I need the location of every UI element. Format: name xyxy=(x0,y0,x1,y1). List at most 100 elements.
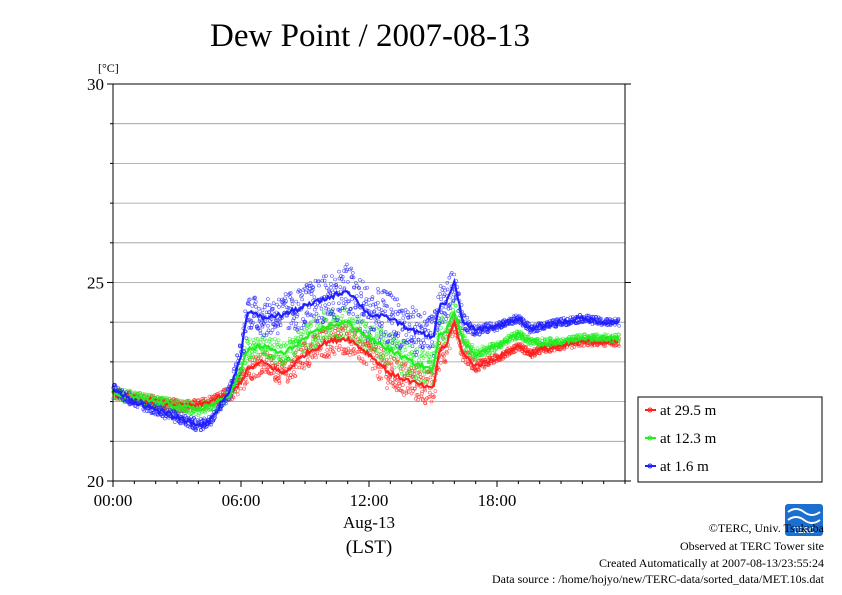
scatter-point xyxy=(312,314,316,319)
scatter-point xyxy=(346,311,351,316)
scatter-point xyxy=(421,338,425,343)
scatter-point xyxy=(446,314,450,318)
scatter-point xyxy=(253,295,257,300)
scatter-point xyxy=(275,302,279,307)
scatter-point xyxy=(399,380,404,385)
scatter-point xyxy=(443,334,448,339)
scatter-point xyxy=(362,329,367,334)
scatter-point xyxy=(323,303,328,308)
scatter-point xyxy=(578,343,582,348)
scatter-point xyxy=(287,336,292,341)
scatter-point xyxy=(236,392,240,397)
scatter-point xyxy=(355,320,360,324)
scatter-point xyxy=(302,366,306,371)
scatter-point xyxy=(272,322,276,326)
scatter-point xyxy=(401,383,405,387)
scatter-point xyxy=(359,294,364,299)
scatter-point xyxy=(391,314,395,318)
scatter-point xyxy=(160,414,165,419)
scatter-point xyxy=(383,289,387,294)
scatter-point xyxy=(307,327,311,332)
scatter-point xyxy=(407,369,412,374)
scatter-point xyxy=(414,376,419,381)
scatter-point xyxy=(259,368,264,372)
scatter-point xyxy=(297,365,302,370)
scatter-point xyxy=(338,309,343,313)
scatter-point xyxy=(395,360,399,364)
scatter-point xyxy=(396,340,401,345)
scatter-point xyxy=(331,312,336,317)
scatter-point xyxy=(113,383,118,388)
x-axis-ticks: 00:00 06:00 12:00 18:00 xyxy=(94,481,626,510)
scatter-point xyxy=(266,323,270,328)
scatter-point xyxy=(256,326,261,330)
scatter-point xyxy=(307,305,311,310)
scatter-point xyxy=(267,310,272,315)
scatter-point xyxy=(330,309,334,313)
scatter-point xyxy=(394,384,399,389)
scatter-point xyxy=(315,351,320,356)
scatter-point xyxy=(410,344,415,349)
scatter-point xyxy=(403,361,408,366)
scatter-point xyxy=(613,343,618,348)
scatter-point xyxy=(378,334,383,339)
scatter-point xyxy=(196,413,201,418)
scatter-point xyxy=(296,302,301,306)
scatter-point xyxy=(290,357,294,361)
y-axis-label: [°C] xyxy=(98,61,119,75)
scatter-point xyxy=(295,348,299,353)
scatter-point xyxy=(465,315,470,320)
scatter-point xyxy=(400,363,405,368)
scatter-point xyxy=(364,322,369,327)
scatter-point xyxy=(462,334,467,338)
scatter-point xyxy=(422,311,427,315)
scatter-point xyxy=(570,345,574,350)
scatter-point xyxy=(388,333,392,337)
scatter-point xyxy=(379,326,384,331)
scatter-point xyxy=(420,391,424,396)
scatter-point xyxy=(454,303,459,308)
scatter-point xyxy=(430,340,434,344)
scatter-point xyxy=(265,303,270,307)
scatter-point xyxy=(441,334,446,338)
scatter-point xyxy=(316,279,321,284)
scatter-point xyxy=(527,322,532,326)
scatter-point xyxy=(341,301,346,305)
scatter-point xyxy=(265,367,270,372)
scatter-point xyxy=(442,292,447,297)
scatter-point xyxy=(402,359,406,364)
x-axis-timezone-label: (LST) xyxy=(346,537,392,558)
scatter-point xyxy=(310,342,315,346)
scatter-point xyxy=(357,356,361,361)
scatter-point xyxy=(290,297,294,302)
scatter-point xyxy=(189,414,193,419)
scatter-point xyxy=(380,351,384,356)
scatter-point xyxy=(432,394,437,399)
scatter-point xyxy=(414,322,419,327)
scatter-point xyxy=(401,311,406,316)
scatter-point xyxy=(243,309,247,314)
scatter-point xyxy=(370,295,375,299)
legend-marker xyxy=(647,407,653,413)
scatter-point xyxy=(386,358,391,362)
scatter-point xyxy=(277,381,282,385)
scatter-point xyxy=(385,292,390,297)
scatter-point xyxy=(355,350,359,354)
scatter-point xyxy=(429,399,434,404)
scatter-point xyxy=(280,304,285,308)
scatter-point xyxy=(245,339,250,344)
scatter-point xyxy=(355,314,360,319)
scatter-point xyxy=(292,351,297,355)
scatter-point xyxy=(410,305,415,310)
scatter-point xyxy=(299,326,304,331)
scatter-point xyxy=(346,299,350,304)
scatter-point xyxy=(408,313,413,317)
scatter-point xyxy=(445,280,450,285)
scatter-point xyxy=(404,389,409,394)
scatter-point xyxy=(338,285,343,290)
scatter-point xyxy=(409,366,414,370)
scatter-point xyxy=(295,314,299,319)
scatter-point xyxy=(333,288,337,293)
scatter-point xyxy=(224,401,228,406)
scatter-point xyxy=(398,363,402,368)
